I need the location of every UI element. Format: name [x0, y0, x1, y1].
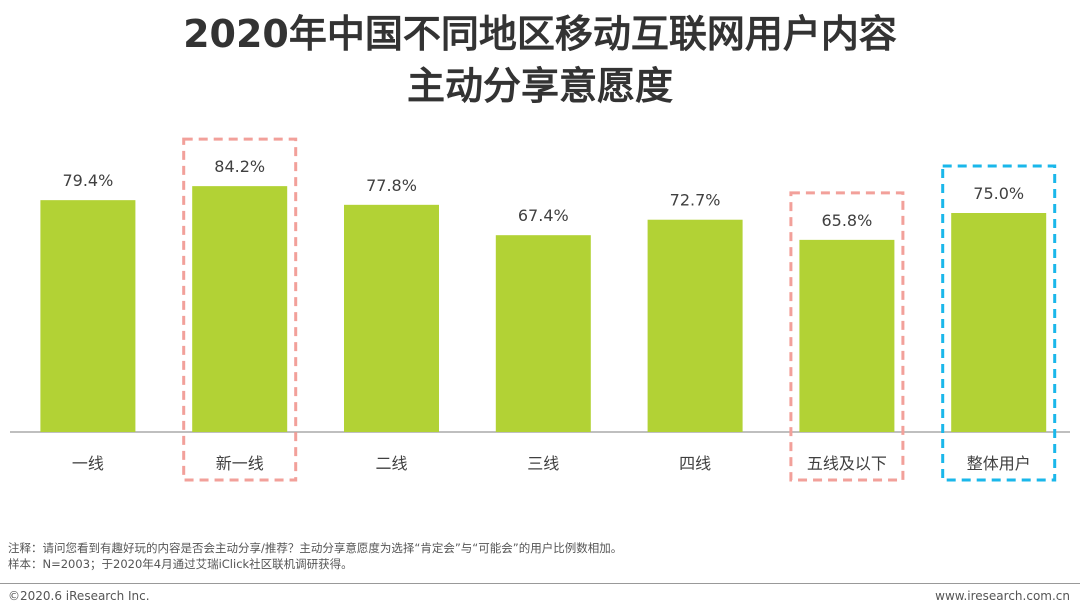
- chart-title: 2020年中国不同地区移动互联网用户内容 主动分享意愿度: [0, 8, 1080, 112]
- bar: [192, 186, 288, 432]
- highlight-box: [182, 137, 298, 482]
- note-line-2: 样本：N=2003；于2020年4月通过艾瑞iClick社区联机调研获得。: [8, 557, 353, 571]
- category-label: 新一线: [216, 454, 264, 473]
- footer-website[interactable]: www.iresearch.com.cn: [935, 589, 1070, 603]
- chart-title-line-2: 主动分享意愿度: [406, 64, 673, 108]
- data-label: 67.4%: [518, 206, 569, 225]
- category-label: 三线: [527, 454, 559, 473]
- data-label: 79.4%: [62, 171, 113, 190]
- bar-chart: 79.4% 一线 84.2% 新一线 77.8% 二线 67.4% 三线 72.7% 四线 65.8…: [10, 137, 1070, 482]
- category-label: 整体用户: [967, 454, 1031, 473]
- data-label: 72.7%: [670, 191, 721, 210]
- chart-title-line-1: 2020年中国不同地区移动互联网用户内容: [183, 12, 897, 56]
- highlight-box: [789, 191, 905, 482]
- bar: [647, 219, 743, 432]
- highlight-box: [941, 164, 1057, 482]
- bar: [344, 204, 439, 432]
- category-label: 四线: [679, 454, 711, 473]
- category-label: 二线: [375, 454, 407, 473]
- bar: [40, 200, 136, 432]
- category-label: 五线及以下: [807, 454, 887, 473]
- footer-divider: [0, 583, 1080, 584]
- bar: [951, 213, 1047, 432]
- note-line-1: 注释：请问您看到有趣好玩的内容是否会主动分享/推荐？主动分享意愿度为选择“肯定会…: [8, 541, 623, 555]
- data-label: 65.8%: [821, 211, 872, 230]
- footer-copyright: ©2020.6 iResearch Inc.: [8, 589, 150, 603]
- bar: [495, 235, 591, 432]
- data-label: 75.0%: [973, 184, 1024, 203]
- category-label: 一线: [72, 454, 104, 473]
- data-label: 77.8%: [366, 176, 417, 195]
- data-label: 84.2%: [214, 157, 265, 176]
- chart-notes: 注释：请问您看到有趣好玩的内容是否会主动分享/推荐？主动分享意愿度为选择“肯定会…: [8, 540, 622, 572]
- bar: [799, 239, 895, 432]
